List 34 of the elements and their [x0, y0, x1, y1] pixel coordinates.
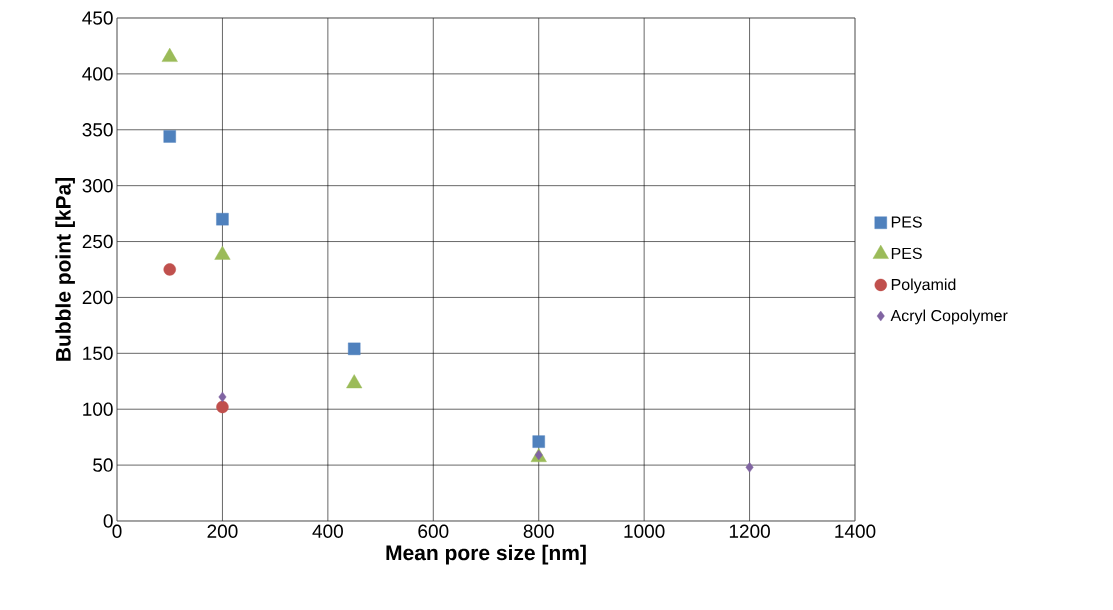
x-tick-label: 0: [112, 524, 122, 538]
legend-label: PES: [891, 216, 922, 228]
point: [218, 391, 227, 403]
y-tick-label: 0: [103, 514, 113, 528]
x-tick-label: 400: [312, 524, 343, 538]
point: [534, 449, 543, 461]
legend-label: Acryl Copolymer: [890, 309, 1008, 325]
x-tick-label: 600: [418, 524, 449, 538]
y-tick-label: 50: [93, 458, 113, 472]
x-tick-label: 800: [523, 524, 554, 538]
point: [216, 400, 229, 414]
x-axis-title: Mean pore size [nm]: [386, 544, 586, 565]
point: [163, 130, 176, 143]
y-tick-label: 150: [83, 346, 113, 361]
y-tick-label: 200: [82, 290, 113, 305]
y-tick-label: 300: [82, 178, 113, 193]
legend-label: Polyamid: [891, 278, 956, 294]
x-tick-label: 1000: [624, 524, 665, 538]
x-tick-label: 1200: [729, 524, 770, 538]
y-tick-label: 250: [82, 234, 113, 249]
y-axis-title: Bubble point [kPa]: [55, 177, 75, 361]
x-tick-label: 1400: [835, 524, 876, 538]
point: [216, 212, 229, 226]
point: [348, 342, 361, 356]
point: [745, 462, 754, 473]
point: [346, 374, 363, 389]
x-tick-label: 200: [207, 524, 238, 538]
y-tick-label: 100: [83, 402, 113, 416]
y-tick-label: 450: [82, 11, 113, 25]
y-tick-label: 350: [82, 123, 113, 137]
point: [532, 435, 545, 448]
legend-label: PES: [891, 247, 922, 260]
point: [163, 263, 176, 276]
y-tick-label: 400: [82, 67, 113, 81]
